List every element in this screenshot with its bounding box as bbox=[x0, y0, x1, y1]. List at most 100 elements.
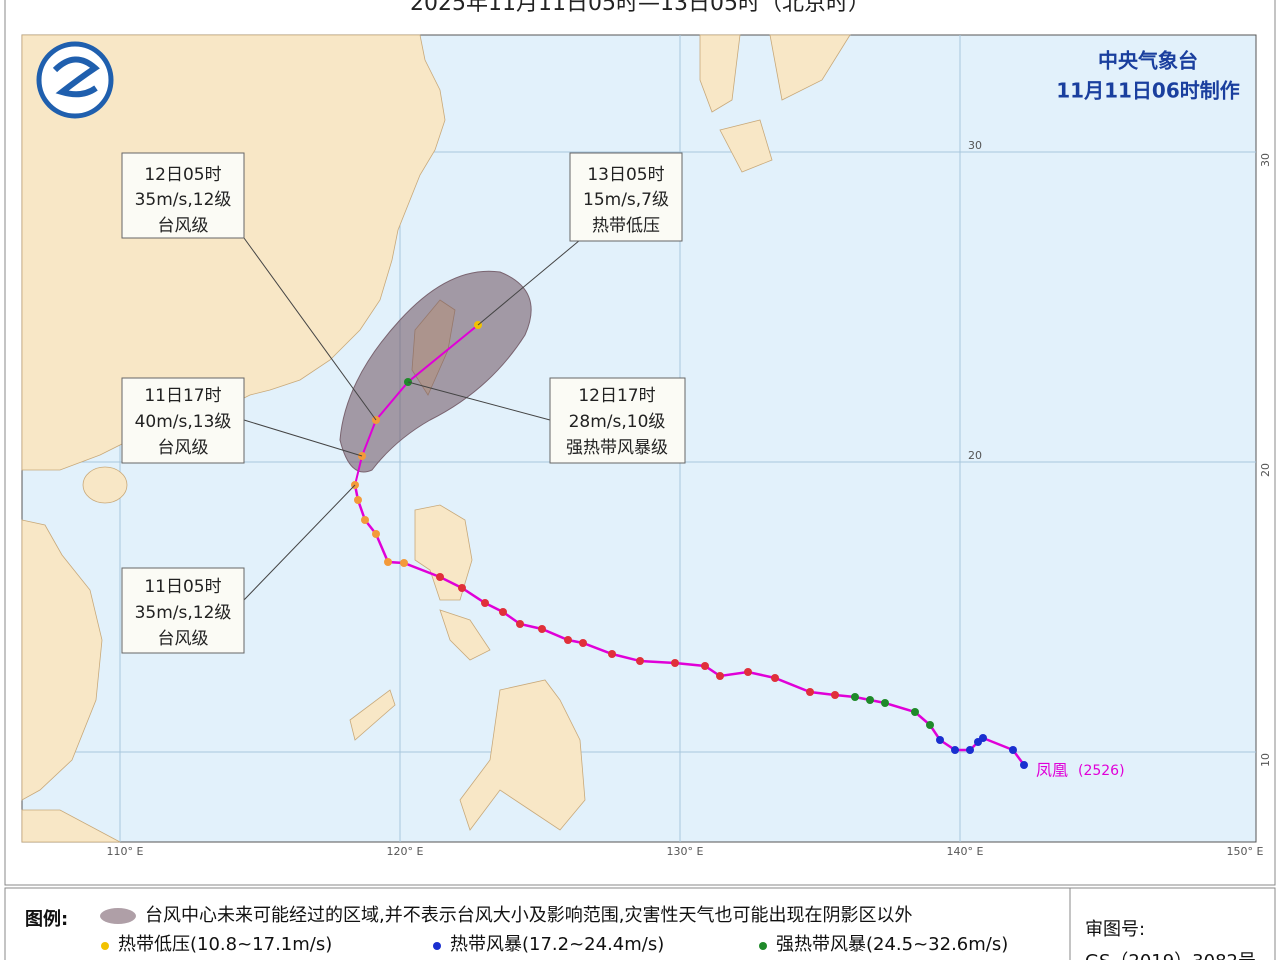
lon-label: 110° E bbox=[107, 845, 144, 858]
track-point bbox=[744, 668, 752, 676]
annotation-box bbox=[121, 152, 245, 239]
track-point bbox=[354, 496, 362, 504]
annotation-wind: 35m/s,12级 bbox=[135, 190, 232, 210]
indochina bbox=[21, 519, 103, 801]
storm-number: (2526) bbox=[1078, 763, 1125, 779]
annotation-wind: 15m/s,7级 bbox=[583, 190, 669, 210]
annotation-level: 热带低压 bbox=[592, 216, 660, 236]
annotation-level: 台风级 bbox=[158, 438, 209, 458]
legend-heading: 图例: bbox=[25, 908, 68, 930]
agency: 中央气象台 bbox=[1098, 49, 1198, 73]
track-point bbox=[384, 558, 392, 566]
lon-label: 130° E bbox=[667, 845, 704, 858]
lat-label: 30 bbox=[1259, 153, 1272, 167]
leader-line bbox=[477, 239, 581, 326]
approval-label: 审图号: bbox=[1085, 919, 1145, 940]
track-point bbox=[806, 688, 814, 696]
legend-box bbox=[4, 887, 1276, 960]
annotation: 12日05时 35m/s,12级 台风级 bbox=[121, 152, 377, 421]
track-point bbox=[936, 736, 944, 744]
legend-item: 强热带风暴(24.5~32.6m/s) bbox=[776, 934, 1008, 955]
luzon bbox=[414, 504, 473, 601]
lon-label: 140° E bbox=[947, 845, 984, 858]
leader-line bbox=[243, 484, 356, 601]
lat-label: 30 bbox=[968, 139, 982, 152]
korea bbox=[699, 34, 741, 113]
annotation-box bbox=[121, 567, 245, 654]
track-point bbox=[911, 708, 919, 716]
palawan bbox=[349, 689, 396, 741]
annotation-time: 12日05时 bbox=[144, 165, 221, 185]
track-point bbox=[671, 659, 679, 667]
lon-label: 120° E bbox=[387, 845, 424, 858]
annotation: 11日05时 35m/s,12级 台风级 bbox=[121, 484, 356, 654]
legend-item: 热带风暴(17.2~24.4m/s) bbox=[450, 934, 664, 955]
track-point bbox=[951, 746, 959, 754]
track-point bbox=[372, 530, 380, 538]
annotation-time: 12日17时 bbox=[578, 386, 655, 406]
issued: 11月11日06时制作 bbox=[1056, 79, 1240, 103]
track-point bbox=[716, 672, 724, 680]
track-point bbox=[436, 573, 444, 581]
track-point bbox=[564, 636, 572, 644]
track-point bbox=[608, 650, 616, 658]
annotation-wind: 40m/s,13级 bbox=[135, 412, 232, 432]
annotation-level: 台风级 bbox=[158, 216, 209, 236]
borneo bbox=[21, 809, 121, 843]
visayas bbox=[439, 609, 491, 661]
track-point bbox=[966, 746, 974, 754]
track-point bbox=[458, 584, 466, 592]
title: 2025年11月11日05时—13日05时（北京时） bbox=[410, 0, 870, 16]
track-point bbox=[851, 693, 859, 701]
annotation-box bbox=[121, 377, 245, 464]
track-point bbox=[831, 691, 839, 699]
annotation-time: 13日05时 bbox=[587, 165, 664, 185]
hainan bbox=[82, 466, 128, 504]
track-point bbox=[974, 738, 982, 746]
legend-swatch bbox=[759, 942, 767, 950]
track-point bbox=[499, 608, 507, 616]
annotation-level: 强热带风暴级 bbox=[566, 438, 668, 458]
approval-number: GS（2019）3082号 bbox=[1085, 951, 1256, 960]
track-point bbox=[1020, 761, 1028, 769]
track-point bbox=[926, 721, 934, 729]
track-point bbox=[881, 699, 889, 707]
annotation: 13日05时 15m/s,7级 热带低压 bbox=[477, 152, 683, 326]
legend-cone-text: 台风中心未来可能经过的区域,并不表示台风大小及影响范围,灾害性天气也可能出现在阴… bbox=[145, 905, 912, 926]
kyushu bbox=[719, 119, 773, 173]
annotation-level: 台风级 bbox=[158, 629, 209, 649]
track-point bbox=[538, 625, 546, 633]
mindanao bbox=[459, 679, 586, 831]
logo bbox=[36, 41, 114, 119]
track-point bbox=[701, 662, 709, 670]
lat-label: 10 bbox=[1259, 753, 1272, 767]
annotation-box bbox=[569, 152, 683, 242]
legend-swatch bbox=[433, 942, 441, 950]
annotation-wind: 28m/s,10级 bbox=[569, 412, 666, 432]
honshu bbox=[769, 34, 851, 101]
leader-line bbox=[243, 419, 363, 457]
track-point bbox=[481, 599, 489, 607]
storm-name: 凤凰 bbox=[1036, 761, 1068, 780]
annotation-time: 11日05时 bbox=[144, 577, 221, 597]
track-point bbox=[400, 559, 408, 567]
track-point bbox=[361, 516, 369, 524]
leader-line bbox=[243, 237, 377, 421]
lon-label: 150° E bbox=[1227, 845, 1264, 858]
legend-item: 热带低压(10.8~17.1m/s) bbox=[118, 934, 332, 955]
track-point bbox=[579, 639, 587, 647]
track-point bbox=[866, 696, 874, 704]
track-point bbox=[516, 620, 524, 628]
forecast-cone bbox=[339, 270, 532, 473]
logo-mark bbox=[52, 56, 100, 98]
annotation-wind: 35m/s,12级 bbox=[135, 603, 232, 623]
lat-label: 20 bbox=[1259, 463, 1272, 477]
track-points bbox=[351, 321, 1028, 769]
annotation-time: 11日17时 bbox=[144, 386, 221, 406]
lat-label: 20 bbox=[968, 449, 982, 462]
legend-cone-swatch bbox=[100, 908, 136, 924]
track-point bbox=[1009, 746, 1017, 754]
annotation: 12日17时 28m/s,10级 强热带风暴级 bbox=[407, 377, 686, 464]
